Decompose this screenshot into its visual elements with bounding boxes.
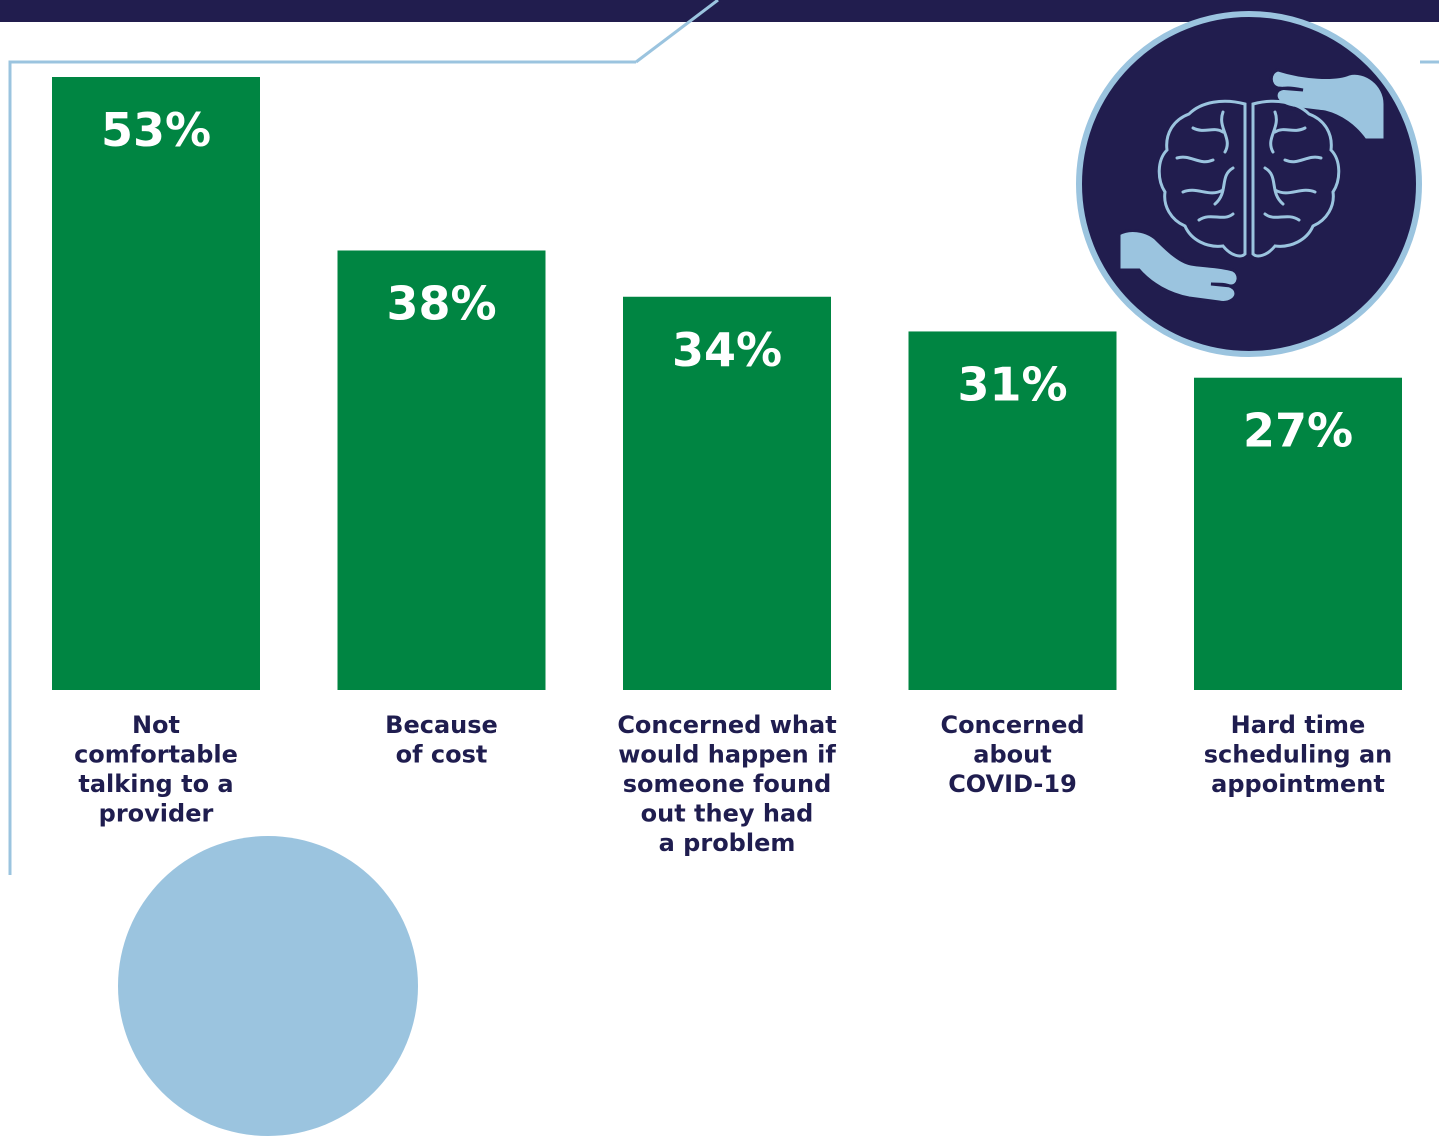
decorative-circle bbox=[118, 836, 418, 1136]
frame-border bbox=[8, 60, 636, 875]
bar bbox=[1194, 377, 1402, 690]
category-label: Because of cost bbox=[385, 711, 498, 769]
frame-decoration bbox=[8, 0, 1439, 875]
category-label: Not comfortable talking to a provider bbox=[74, 711, 238, 828]
brain-badge bbox=[1076, 11, 1422, 357]
top-banner bbox=[0, 0, 1439, 22]
bar-value-label: 38% bbox=[386, 276, 496, 330]
badge-circle bbox=[1076, 11, 1422, 357]
category-label: Concerned about COVID-19 bbox=[940, 711, 1084, 798]
bar bbox=[337, 250, 546, 690]
hand-icon bbox=[1269, 68, 1387, 142]
bar-value-label: 27% bbox=[1243, 404, 1353, 458]
brain-icon bbox=[1157, 99, 1341, 258]
category-label: Hard time scheduling an appointment bbox=[1204, 711, 1393, 798]
diagonal-frame-line bbox=[635, 0, 719, 64]
bar bbox=[908, 331, 1117, 690]
bar bbox=[52, 77, 260, 690]
bar-value-label: 34% bbox=[672, 323, 782, 377]
bar-chart: 53% Not comfortable talking to a provider 38%… bbox=[52, 77, 1402, 857]
bar-value-label: 53% bbox=[101, 103, 211, 157]
category-label: Concerned what would happen if someone fou… bbox=[617, 711, 836, 857]
hand-icon bbox=[1117, 229, 1240, 304]
bar-value-label: 31% bbox=[957, 357, 1067, 411]
bar bbox=[623, 296, 831, 690]
